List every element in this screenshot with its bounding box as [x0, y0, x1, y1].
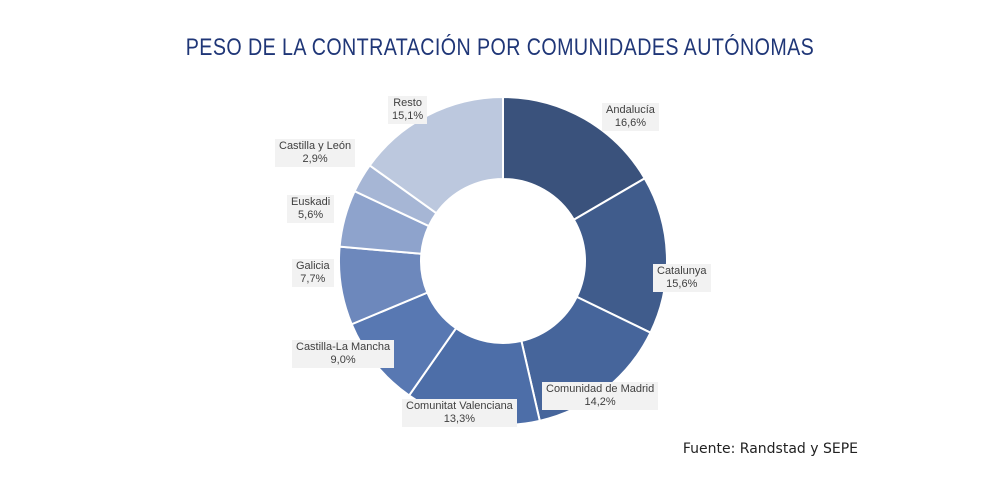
source-note: Fuente: Randstad y SEPE — [682, 441, 858, 457]
slice-label-euskadi: Euskadi 5,6% — [287, 195, 335, 223]
slice-label-madrid: Comunidad de Madrid 14,2% — [542, 382, 659, 410]
slice-label-galicia: Galicia 7,7% — [292, 259, 334, 287]
slice-label-castilla-la-mancha: Castilla-La Mancha 9,0% — [292, 340, 395, 368]
slice-label-catalunya: Catalunya 15,6% — [653, 264, 711, 292]
slice-label-castilla-y-leon: Castilla y León 2,9% — [275, 139, 356, 167]
slice-label-resto: Resto 15,1% — [388, 96, 428, 124]
slice-resto — [368, 95, 504, 215]
slice-andaluc-a — [502, 95, 647, 222]
slice-label-valenciana: Comunitat Valenciana 13,3% — [402, 399, 517, 427]
slice-catalunya — [572, 177, 668, 335]
slice-label-andalucia: Andalucía 16,6% — [602, 103, 659, 131]
chart-title: PESO DE LA CONTRATACIÓN POR COMUNIDADES … — [185, 34, 815, 61]
